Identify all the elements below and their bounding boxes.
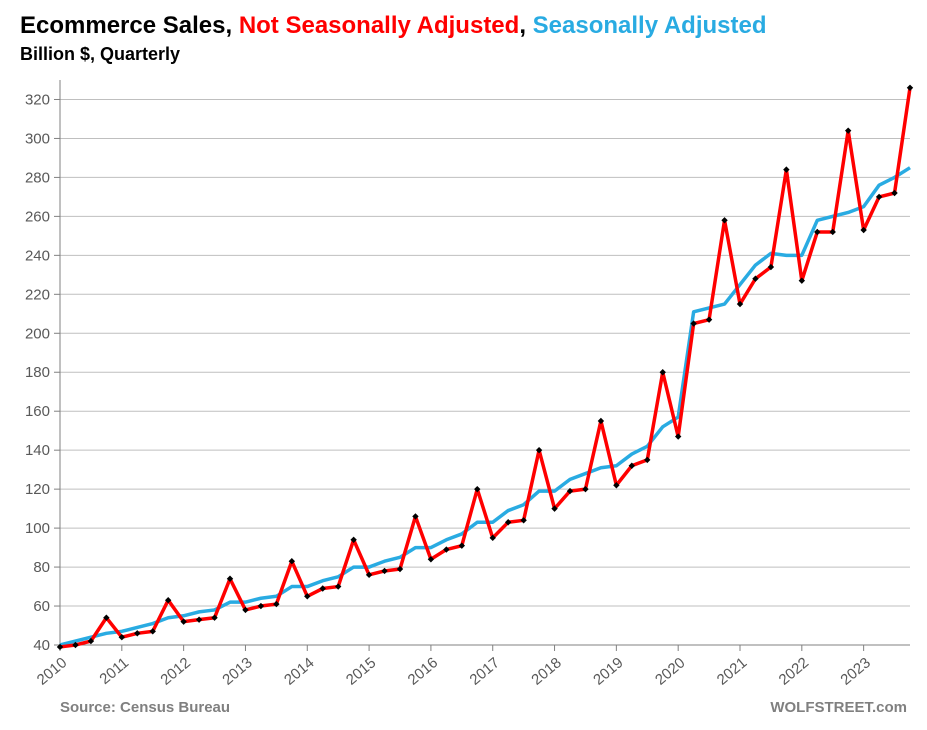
nsa-marker — [830, 229, 836, 235]
svg-text:120: 120 — [25, 481, 50, 498]
nsa-marker — [721, 217, 727, 223]
title-part-3: , — [519, 12, 532, 39]
svg-text:180: 180 — [25, 364, 50, 381]
svg-text:2013: 2013 — [219, 654, 255, 688]
chart-plot-area: 40 60 80 100 120 140 160 180 200 220 240 260 280 300 3… — [0, 0, 927, 730]
chart-container: Ecommerce Sales, Not Seasonally Adjusted… — [0, 0, 927, 730]
svg-text:160: 160 — [25, 403, 50, 420]
nsa-marker — [907, 85, 913, 91]
title-part-4: Seasonally Adjusted — [533, 12, 767, 39]
svg-text:2011: 2011 — [96, 654, 132, 688]
svg-text:2017: 2017 — [467, 654, 503, 688]
svg-text:2015: 2015 — [343, 654, 379, 688]
svg-text:2023: 2023 — [837, 654, 873, 688]
svg-text:140: 140 — [25, 442, 50, 459]
svg-text:2019: 2019 — [590, 654, 626, 688]
svg-text:220: 220 — [25, 286, 50, 303]
source-label: Source: Census Bureau — [60, 699, 230, 716]
svg-text:60: 60 — [33, 598, 50, 615]
svg-text:200: 200 — [25, 325, 50, 342]
title-part-2: Not Seasonally Adjusted — [239, 12, 520, 39]
svg-text:280: 280 — [25, 169, 50, 186]
svg-text:80: 80 — [33, 559, 50, 576]
nsa-marker — [196, 616, 202, 622]
title-part-1: Ecommerce Sales, — [20, 12, 239, 39]
svg-text:320: 320 — [25, 91, 50, 108]
svg-text:240: 240 — [25, 247, 50, 264]
svg-text:40: 40 — [33, 637, 50, 654]
svg-text:260: 260 — [25, 208, 50, 225]
svg-text:2020: 2020 — [652, 654, 688, 688]
svg-text:300: 300 — [25, 130, 50, 147]
chart-title: Ecommerce Sales, Not Seasonally Adjusted… — [20, 12, 767, 40]
series-sa — [60, 168, 910, 645]
svg-text:2010: 2010 — [34, 654, 70, 688]
svg-text:2012: 2012 — [157, 654, 193, 688]
svg-text:2014: 2014 — [281, 654, 317, 688]
series-nsa — [60, 88, 910, 647]
svg-text:2022: 2022 — [776, 654, 812, 688]
attribution-label: WOLFSTREET.com — [770, 699, 907, 716]
chart-subtitle: Billion $, Quarterly — [20, 44, 180, 65]
nsa-marker — [845, 127, 851, 133]
svg-text:2016: 2016 — [405, 654, 441, 688]
nsa-marker — [783, 166, 789, 172]
svg-text:100: 100 — [25, 520, 50, 537]
svg-text:2021: 2021 — [714, 654, 750, 688]
svg-text:2018: 2018 — [528, 654, 564, 688]
